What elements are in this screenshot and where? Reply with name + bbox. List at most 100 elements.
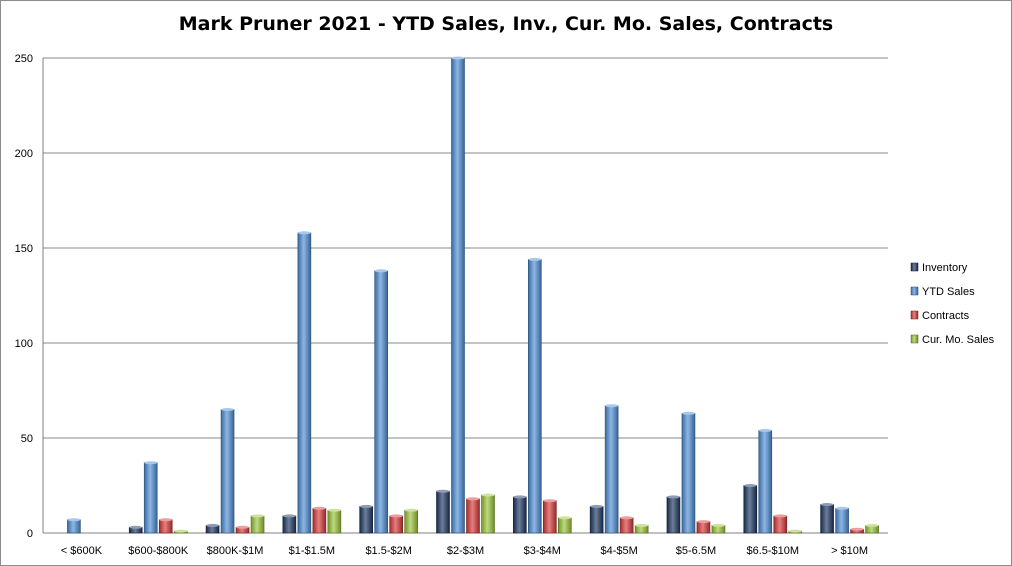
y-tick-label: 200 <box>15 148 33 160</box>
bar-contracts-7 <box>619 517 634 534</box>
bar-cap <box>605 404 619 408</box>
x-tick-label: < $600K <box>61 545 103 557</box>
bar-contracts-8 <box>696 521 711 534</box>
bar-cap <box>129 525 143 529</box>
legend-swatch <box>910 262 919 272</box>
bar-inventory-6 <box>513 496 527 534</box>
bar-ytd-sales-0 <box>67 519 81 534</box>
bar-cap <box>711 523 725 527</box>
bar-cap <box>451 56 465 60</box>
legend-swatch <box>910 286 919 296</box>
bar-contracts-5 <box>466 498 480 534</box>
bar-cur-mo-sales-3 <box>327 509 342 534</box>
x-tick-label: $1.5-$2M <box>365 545 411 557</box>
bar-contracts-6 <box>543 500 557 534</box>
legend-label: Contracts <box>922 310 970 322</box>
bar-cap <box>681 411 695 415</box>
bar-cap <box>850 527 864 531</box>
x-tick-label: $600-$800K <box>128 545 189 557</box>
bar-cap <box>327 508 341 512</box>
bar-cur-mo-sales-6 <box>558 517 572 534</box>
bar-inventory-8 <box>666 496 681 534</box>
y-tick-label: 100 <box>15 338 33 350</box>
bar-cap <box>206 523 220 527</box>
bar-inventory-4 <box>359 506 373 534</box>
bar-cap <box>835 506 849 510</box>
bar-cap <box>159 518 173 522</box>
bar-cap <box>820 503 834 506</box>
x-tick-label: $800K-$1M <box>207 545 264 557</box>
legend-swatch <box>910 334 919 344</box>
bar-cur-mo-sales-5 <box>481 494 495 534</box>
legend-label: YTD Sales <box>922 286 975 298</box>
y-tick-label: 150 <box>15 243 33 255</box>
bar-cap <box>466 497 480 501</box>
y-tick-label: 50 <box>21 433 33 445</box>
legend-label: Inventory <box>922 262 968 274</box>
bar-cap <box>773 514 787 518</box>
axis-layer: 0 50 100 150 200 250 < $600K $600-$800K $800K-$1… <box>15 53 868 557</box>
bar-inventory-7 <box>589 506 604 534</box>
bar-cur-mo-sales-2 <box>250 515 265 534</box>
bar-cap <box>404 508 418 512</box>
bar-cap <box>374 269 388 273</box>
y-tick-label: 0 <box>27 528 33 540</box>
x-tick-label: $2-$3M <box>447 545 484 557</box>
bar-cap <box>543 499 557 503</box>
bar-cap <box>297 231 311 235</box>
bar-contracts-9 <box>773 515 788 534</box>
bar-contracts-3 <box>312 507 327 534</box>
x-tick-label: > $10M <box>831 545 868 557</box>
legend-label: Cur. Mo. Sales <box>922 334 995 346</box>
bar-cap <box>758 428 772 432</box>
bar-inventory-3 <box>282 515 297 534</box>
bar-ytd-sales-3 <box>297 232 312 534</box>
bar-cap <box>221 408 235 411</box>
bar-cap <box>236 525 250 529</box>
bar-cap <box>67 518 81 522</box>
bar-cap <box>312 506 326 510</box>
x-tick-label: $3-$4M <box>524 545 561 557</box>
bar-cap <box>788 529 802 533</box>
bar-ytd-sales-5 <box>451 57 465 534</box>
y-tick-label: 250 <box>15 53 33 65</box>
bar-cap <box>743 484 757 487</box>
bar-cap <box>436 489 450 493</box>
bar-cap <box>558 516 572 520</box>
chart-title: Mark Pruner 2021 - YTD Sales, Inv., Cur.… <box>178 13 834 35</box>
bar-inventory-10 <box>820 504 834 534</box>
bar-ytd-sales-10 <box>835 507 849 534</box>
bar-cap <box>174 529 188 533</box>
bar-ytd-sales-9 <box>758 430 773 534</box>
bar-cap <box>389 514 403 518</box>
x-tick-label: $1-$1.5M <box>289 545 335 557</box>
bar-cap <box>590 504 604 508</box>
bar-cap <box>865 523 879 527</box>
x-tick-label: $5-6.5M <box>676 545 716 557</box>
bar-ytd-sales-1 <box>143 462 158 534</box>
bar-ytd-sales-7 <box>604 405 619 534</box>
bar-contracts-4 <box>389 515 403 534</box>
bar-cap <box>251 514 265 518</box>
x-tick-label: $6.5-$10M <box>746 545 799 557</box>
bar-ytd-sales-4 <box>374 270 388 534</box>
bar-inventory-5 <box>436 490 450 534</box>
bar-cap <box>620 516 634 520</box>
bar-cap <box>696 520 710 524</box>
bar-cur-mo-sales-4 <box>404 509 418 534</box>
bar-cap <box>528 257 542 261</box>
bar-cap <box>359 504 373 508</box>
bar-cap <box>282 514 296 518</box>
bar-cap <box>513 495 527 499</box>
bar-ytd-sales-6 <box>528 259 542 534</box>
bar-inventory-9 <box>743 485 758 534</box>
legend-swatch <box>910 310 919 320</box>
bar-cap <box>481 493 495 497</box>
bar-contracts-1 <box>158 519 173 534</box>
x-tick-label: $4-$5M <box>600 545 637 557</box>
bar-cap <box>635 523 649 527</box>
bar-cap <box>666 495 680 499</box>
legend: Inventory YTD Sales Contracts Cur. Mo. Sale… <box>910 262 995 346</box>
